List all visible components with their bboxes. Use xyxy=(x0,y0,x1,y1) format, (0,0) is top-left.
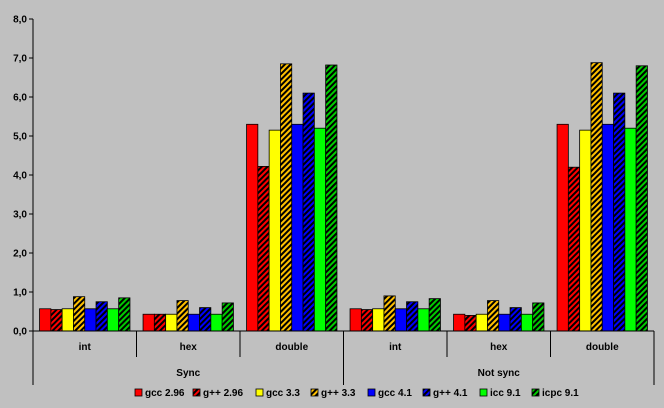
bar-gcc-4-1-3 xyxy=(394,308,407,332)
legend-swatch xyxy=(367,388,376,397)
y-tick-label: 5,0 xyxy=(13,132,27,143)
legend-swatch xyxy=(531,388,540,397)
bar-icc-9-1-2 xyxy=(313,127,327,332)
bar-icc-9-1-4 xyxy=(520,313,534,332)
bar-icpc-9-1-3 xyxy=(428,298,441,332)
category-label: hex xyxy=(180,342,198,353)
category-label: int xyxy=(79,342,92,353)
legend-swatch xyxy=(134,388,143,397)
bar-gcc-2-96-2 xyxy=(246,123,259,332)
bar-g-4-1-2 xyxy=(302,92,315,332)
bar-g-4-1-0 xyxy=(95,301,108,332)
legend: gcc 2.96 g++ 2.96 gcc 3.3 g++ 3.3 gcc 4.1 g++… xyxy=(134,388,579,399)
legend-label: g++ 4.1 xyxy=(433,388,468,399)
category-label: int xyxy=(389,342,402,353)
bar-icpc-9-1-2 xyxy=(325,64,338,332)
bar-gcc-3-3-5 xyxy=(579,129,592,332)
x-axis: int hex double int hex double Sync Not sync xyxy=(32,330,655,385)
legend-label: g++ 2.96 xyxy=(203,388,243,399)
bar-gcc-3-3-0 xyxy=(61,308,74,332)
bars xyxy=(39,62,648,332)
bar-icpc-9-1-5 xyxy=(635,65,648,332)
bar-icc-9-1-0 xyxy=(106,308,120,332)
bar-g-3-3-5 xyxy=(590,62,603,332)
y-tick-label: 0,0 xyxy=(13,327,27,338)
legend-label: gcc 3.3 xyxy=(266,388,300,399)
legend-label: gcc 2.96 xyxy=(145,388,185,399)
category-label: double xyxy=(275,342,308,353)
bar-g-4-1-3 xyxy=(406,301,419,332)
bar-icc-9-1-3 xyxy=(417,308,430,332)
bar-icpc-9-1-1 xyxy=(221,302,234,332)
bar-gcc-4-1-2 xyxy=(291,123,304,332)
legend-swatch xyxy=(192,388,201,397)
bar-gcc-2-96-0 xyxy=(39,308,52,332)
bar-gcc-4-1-5 xyxy=(601,123,614,332)
bar-gcc-3-3-3 xyxy=(372,308,385,332)
legend-label: g++ 3.3 xyxy=(321,388,356,399)
legend-label: gcc 4.1 xyxy=(378,388,412,399)
bar-gcc-2-96-4 xyxy=(453,313,466,332)
legend-label: icc 9.1 xyxy=(490,388,521,399)
legend-swatch xyxy=(310,388,319,397)
bar-gcc-2-96-5 xyxy=(556,123,569,332)
bar-icc-9-1-1 xyxy=(210,313,223,332)
plot-background xyxy=(33,19,654,331)
legend-swatch xyxy=(255,388,264,397)
group-label: Sync xyxy=(176,368,200,379)
bar-g-3-3-2 xyxy=(280,63,293,332)
bar-gcc-4-1-1 xyxy=(187,313,200,332)
bar-icpc-9-1-4 xyxy=(532,302,545,332)
bar-g-4-1-5 xyxy=(613,92,626,332)
category-label: hex xyxy=(490,342,508,353)
legend-label: icpc 9.1 xyxy=(542,388,579,399)
bar-gcc-4-1-4 xyxy=(498,313,511,332)
y-tick-label: 6,0 xyxy=(13,93,27,104)
bar-g-3-3-3 xyxy=(383,295,396,332)
bar-icc-9-1-5 xyxy=(624,127,637,332)
bar-g-2-96-5 xyxy=(567,166,581,332)
bar-g-2-96-4 xyxy=(464,314,477,332)
bar-gcc-3-3-2 xyxy=(268,129,281,332)
bar-g-4-1-4 xyxy=(509,307,522,332)
bar-gcc-3-3-4 xyxy=(475,313,488,332)
category-label: double xyxy=(586,342,619,353)
legend-swatch xyxy=(422,388,431,397)
bar-gcc-3-3-1 xyxy=(165,313,178,332)
y-tick-label: 1,0 xyxy=(13,288,27,299)
y-axis: 0,0 1,0 2,0 3,0 4,0 5,0 6,0 7,0 8,0 xyxy=(13,15,34,338)
y-tick-label: 3,0 xyxy=(13,210,27,221)
bar-g-2-96-1 xyxy=(153,313,167,332)
y-tick-label: 2,0 xyxy=(13,249,27,260)
plot-area xyxy=(33,19,654,331)
bar-g-2-96-3 xyxy=(360,309,374,332)
bar-g-3-3-4 xyxy=(487,300,500,332)
y-tick-label: 7,0 xyxy=(13,54,27,65)
y-tick-label: 4,0 xyxy=(13,171,27,182)
bar-gcc-2-96-1 xyxy=(142,313,155,332)
bar-g-2-96-2 xyxy=(257,166,270,332)
bar-gcc-2-96-3 xyxy=(349,308,362,332)
bar-gcc-4-1-0 xyxy=(84,308,97,332)
bar-g-3-3-1 xyxy=(176,300,189,332)
group-label: Not sync xyxy=(478,368,521,379)
bar-g-2-96-0 xyxy=(50,309,63,332)
bar-g-4-1-1 xyxy=(199,307,212,332)
bar-g-3-3-0 xyxy=(73,296,86,332)
bar-icpc-9-1-0 xyxy=(118,297,131,332)
y-tick-label: 8,0 xyxy=(13,15,27,26)
legend-swatch xyxy=(479,388,488,397)
